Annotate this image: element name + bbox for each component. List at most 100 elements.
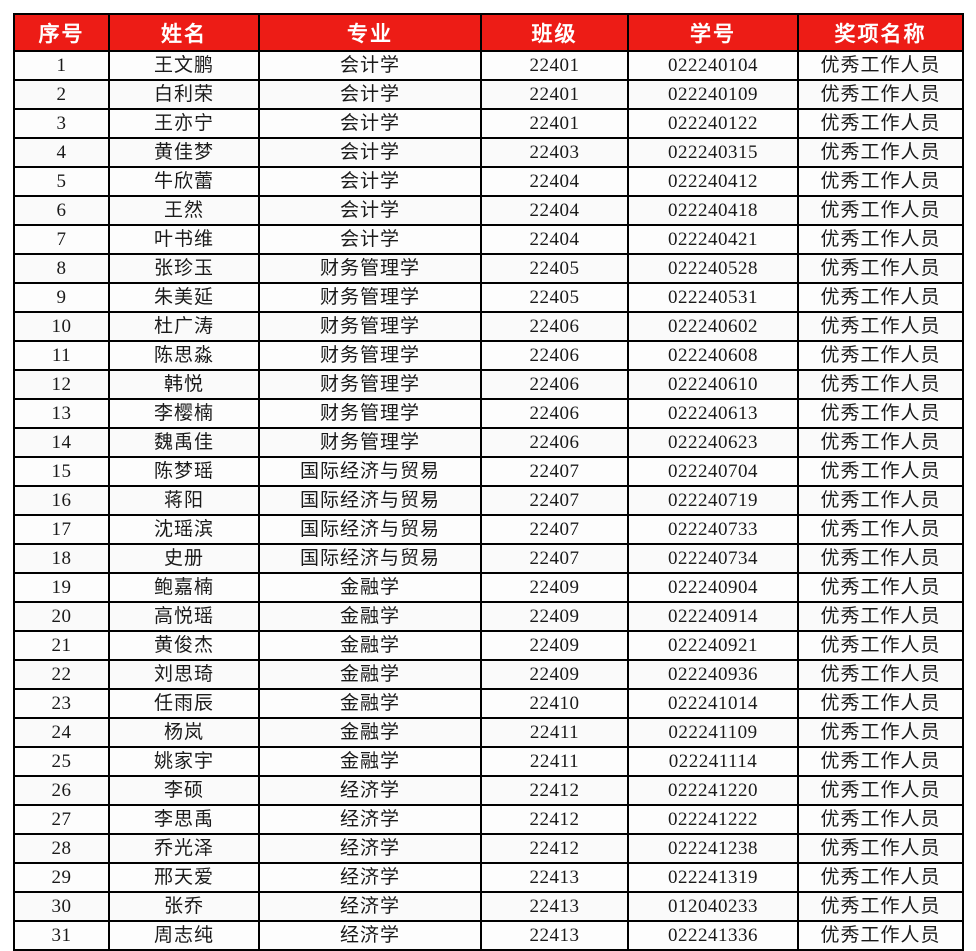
table-row[interactable]: 2 白利荣 会计学 22401 022240109 优秀工作人员 xyxy=(13,79,964,110)
cell-seq: 14 xyxy=(13,427,110,458)
cell-class: 22412 xyxy=(480,804,629,835)
table-row[interactable]: 16 蒋阳 国际经济与贸易 22407 022240719 优秀工作人员 xyxy=(13,485,964,516)
cell-name: 张乔 xyxy=(108,891,260,922)
cell-seq: 18 xyxy=(13,543,110,574)
cell-major: 会计学 xyxy=(258,195,482,226)
cell-major: 财务管理学 xyxy=(258,369,482,400)
cell-award: 优秀工作人员 xyxy=(797,137,964,168)
table-row[interactable]: 25 姚家宇 金融学 22411 022241114 优秀工作人员 xyxy=(13,746,964,777)
table-row[interactable]: 11 陈思淼 财务管理学 22406 022240608 优秀工作人员 xyxy=(13,340,964,371)
cell-sid: 022240122 xyxy=(627,108,799,139)
cell-award: 优秀工作人员 xyxy=(797,79,964,110)
table-row[interactable]: 4 黄佳梦 会计学 22403 022240315 优秀工作人员 xyxy=(13,137,964,168)
table-row[interactable]: 5 牛欣蕾 会计学 22404 022240412 优秀工作人员 xyxy=(13,166,964,197)
cell-sid: 022241222 xyxy=(627,804,799,835)
cell-major: 金融学 xyxy=(258,630,482,661)
table-row[interactable]: 28 乔光泽 经济学 22412 022241238 优秀工作人员 xyxy=(13,833,964,864)
table-row[interactable]: 19 鲍嘉楠 金融学 22409 022240904 优秀工作人员 xyxy=(13,572,964,603)
cell-award: 优秀工作人员 xyxy=(797,456,964,487)
column-header-award[interactable]: 奖项名称 xyxy=(797,13,964,52)
cell-sid: 022240528 xyxy=(627,253,799,284)
cell-seq: 13 xyxy=(13,398,110,429)
table-row[interactable]: 1 王文鹏 会计学 22401 022240104 优秀工作人员 xyxy=(13,50,964,81)
cell-name: 高悦瑶 xyxy=(108,601,260,632)
column-header-major[interactable]: 专业 xyxy=(258,13,482,52)
cell-major: 金融学 xyxy=(258,688,482,719)
cell-seq: 22 xyxy=(13,659,110,690)
cell-class: 22406 xyxy=(480,369,629,400)
cell-seq: 19 xyxy=(13,572,110,603)
cell-major: 财务管理学 xyxy=(258,311,482,342)
cell-major: 会计学 xyxy=(258,224,482,255)
cell-class: 22409 xyxy=(480,601,629,632)
cell-sid: 012040233 xyxy=(627,891,799,922)
table-row[interactable]: 22 刘思琦 金融学 22409 022240936 优秀工作人员 xyxy=(13,659,964,690)
award-table-container: 序号 姓名 专业 班级 学号 奖项名称 1 王文鹏 会计学 22401 02224010… xyxy=(13,13,964,951)
column-header-name[interactable]: 姓名 xyxy=(108,13,260,52)
cell-name: 鲍嘉楠 xyxy=(108,572,260,603)
cell-seq: 26 xyxy=(13,775,110,806)
table-row[interactable]: 10 杜广涛 财务管理学 22406 022240602 优秀工作人员 xyxy=(13,311,964,342)
cell-class: 22401 xyxy=(480,50,629,81)
table-row[interactable]: 7 叶书维 会计学 22404 022240421 优秀工作人员 xyxy=(13,224,964,255)
cell-major: 会计学 xyxy=(258,166,482,197)
cell-name: 牛欣蕾 xyxy=(108,166,260,197)
cell-class: 22401 xyxy=(480,108,629,139)
cell-seq: 8 xyxy=(13,253,110,284)
cell-award: 优秀工作人员 xyxy=(797,891,964,922)
table-row[interactable]: 6 王然 会计学 22404 022240418 优秀工作人员 xyxy=(13,195,964,226)
cell-sid: 022241109 xyxy=(627,717,799,748)
cell-name: 叶书维 xyxy=(108,224,260,255)
table-row[interactable]: 24 杨岚 金融学 22411 022241109 优秀工作人员 xyxy=(13,717,964,748)
table-row[interactable]: 30 张乔 经济学 22413 012040233 优秀工作人员 xyxy=(13,891,964,922)
cell-class: 22413 xyxy=(480,862,629,893)
cell-name: 史册 xyxy=(108,543,260,574)
cell-award: 优秀工作人员 xyxy=(797,775,964,806)
cell-class: 22409 xyxy=(480,630,629,661)
cell-major: 会计学 xyxy=(258,137,482,168)
cell-class: 22407 xyxy=(480,485,629,516)
cell-major: 财务管理学 xyxy=(258,398,482,429)
cell-name: 陈思淼 xyxy=(108,340,260,371)
cell-name: 白利荣 xyxy=(108,79,260,110)
cell-sid: 022240921 xyxy=(627,630,799,661)
table-row[interactable]: 8 张珍玉 财务管理学 22405 022240528 优秀工作人员 xyxy=(13,253,964,284)
column-header-seq[interactable]: 序号 xyxy=(13,13,110,52)
cell-award: 优秀工作人员 xyxy=(797,717,964,748)
table-row[interactable]: 20 高悦瑶 金融学 22409 022240914 优秀工作人员 xyxy=(13,601,964,632)
column-header-class[interactable]: 班级 xyxy=(480,13,629,52)
table-row[interactable]: 29 邢天爱 经济学 22413 022241319 优秀工作人员 xyxy=(13,862,964,893)
cell-class: 22411 xyxy=(480,717,629,748)
cell-award: 优秀工作人员 xyxy=(797,659,964,690)
cell-major: 经济学 xyxy=(258,862,482,893)
table-row[interactable]: 13 李樱楠 财务管理学 22406 022240613 优秀工作人员 xyxy=(13,398,964,429)
table-row[interactable]: 14 魏禹佳 财务管理学 22406 022240623 优秀工作人员 xyxy=(13,427,964,458)
cell-sid: 022241238 xyxy=(627,833,799,864)
cell-class: 22409 xyxy=(480,572,629,603)
cell-name: 姚家宇 xyxy=(108,746,260,777)
cell-sid: 022241114 xyxy=(627,746,799,777)
table-row[interactable]: 15 陈梦瑶 国际经济与贸易 22407 022240704 优秀工作人员 xyxy=(13,456,964,487)
cell-major: 金融学 xyxy=(258,572,482,603)
cell-sid: 022241319 xyxy=(627,862,799,893)
table-row[interactable]: 21 黄俊杰 金融学 22409 022240921 优秀工作人员 xyxy=(13,630,964,661)
award-recipients-table: 序号 姓名 专业 班级 学号 奖项名称 1 王文鹏 会计学 22401 02224010… xyxy=(13,13,964,951)
table-row[interactable]: 3 王亦宁 会计学 22401 022240122 优秀工作人员 xyxy=(13,108,964,139)
cell-award: 优秀工作人员 xyxy=(797,195,964,226)
cell-seq: 2 xyxy=(13,79,110,110)
cell-sid: 022240104 xyxy=(627,50,799,81)
cell-seq: 9 xyxy=(13,282,110,313)
table-row[interactable]: 17 沈瑶滨 国际经济与贸易 22407 022240733 优秀工作人员 xyxy=(13,514,964,545)
cell-name: 张珍玉 xyxy=(108,253,260,284)
cell-seq: 3 xyxy=(13,108,110,139)
table-row[interactable]: 9 朱美延 财务管理学 22405 022240531 优秀工作人员 xyxy=(13,282,964,313)
table-row[interactable]: 18 史册 国际经济与贸易 22407 022240734 优秀工作人员 xyxy=(13,543,964,574)
table-row[interactable]: 23 任雨辰 金融学 22410 022241014 优秀工作人员 xyxy=(13,688,964,719)
table-row[interactable]: 12 韩悦 财务管理学 22406 022240610 优秀工作人员 xyxy=(13,369,964,400)
column-header-sid[interactable]: 学号 xyxy=(627,13,799,52)
cell-major: 财务管理学 xyxy=(258,282,482,313)
cell-sid: 022240623 xyxy=(627,427,799,458)
table-row[interactable]: 27 李思禹 经济学 22412 022241222 优秀工作人员 xyxy=(13,804,964,835)
cell-seq: 24 xyxy=(13,717,110,748)
table-row[interactable]: 26 李硕 经济学 22412 022241220 优秀工作人员 xyxy=(13,775,964,806)
